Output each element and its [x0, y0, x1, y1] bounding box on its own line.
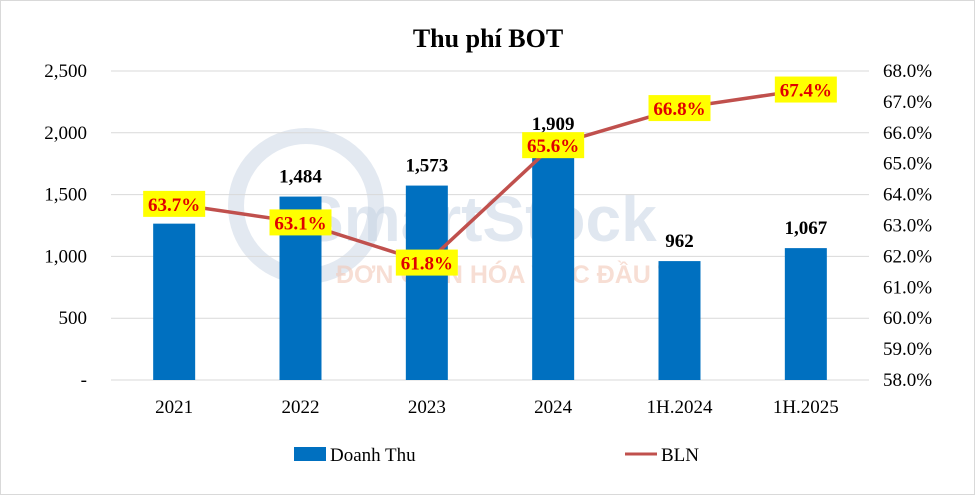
left-tick-label: -: [81, 370, 87, 391]
legend-label-doanh-thu: Doanh Thu: [330, 445, 416, 466]
right-tick-label: 62.0%: [883, 246, 932, 267]
x-tick-label: 1H.2024: [647, 397, 713, 418]
line-data-labels: 63.7% 63.1% 61.8% 65.6% 66.8% 67.4%: [143, 76, 837, 276]
line-label-highlight: [143, 190, 206, 217]
right-tick-label: 65.0%: [883, 154, 932, 175]
x-tick-label: 2021: [155, 397, 193, 418]
line-data-label: 66.8%: [653, 99, 705, 120]
bar: [658, 261, 701, 380]
x-tick-label: 2022: [282, 397, 320, 418]
bar: [532, 144, 575, 380]
right-tick-label: 67.0%: [883, 92, 932, 113]
left-tick-label: 2,500: [44, 61, 87, 82]
right-tick-label: 64.0%: [883, 185, 932, 206]
left-tick-label: 2,000: [44, 123, 87, 144]
line-data-label: 63.7%: [148, 195, 200, 216]
line-label-highlight: [648, 95, 711, 122]
bar-data-label: 962: [665, 231, 694, 252]
left-tick-label: 500: [59, 308, 88, 329]
line-label-highlight: [522, 132, 585, 159]
right-tick-label: 66.0%: [883, 123, 932, 144]
right-tick-label: 68.0%: [883, 61, 932, 82]
bar: [153, 223, 196, 380]
right-axis-ticks: 58.0% 59.0% 60.0% 61.0% 62.0% 63.0% 64.0% 65.0%…: [883, 61, 932, 391]
line-label-highlight: [269, 209, 332, 236]
right-tick-label: 59.0%: [883, 339, 932, 360]
line-label-highlight: [395, 249, 458, 276]
left-tick-label: 1,500: [44, 185, 87, 206]
right-tick-label: 61.0%: [883, 277, 932, 298]
line-label-highlight: [774, 76, 837, 103]
legend: Doanh Thu BLN: [294, 445, 699, 466]
bar: [405, 185, 448, 380]
x-axis-labels: 2021 2022 2023 2024 1H.2024 1H.2025: [155, 397, 839, 418]
bar-data-label: 1,573: [405, 156, 448, 177]
right-tick-label: 63.0%: [883, 216, 932, 237]
bar-data-label: 1,067: [784, 218, 827, 239]
bar-data-label: 1,484: [279, 167, 322, 188]
x-tick-label: 2023: [408, 397, 446, 418]
line-data-label: 61.8%: [401, 254, 453, 275]
chart-title: Thu phí BOT: [413, 24, 563, 53]
x-tick-label: 1H.2025: [773, 397, 839, 418]
line-data-label: 65.6%: [527, 136, 579, 157]
right-tick-label: 58.0%: [883, 370, 932, 391]
line-data-label: 63.1%: [274, 213, 326, 234]
left-tick-label: 1,000: [44, 246, 87, 267]
watermark-tagline: ĐƠN GIẢN HÓA VIỆC ĐẦU TƯ: [336, 259, 694, 289]
line-data-label: 67.4%: [780, 81, 832, 102]
gridlines: [111, 70, 869, 381]
right-tick-label: 60.0%: [883, 308, 932, 329]
legend-label-bln: BLN: [661, 445, 699, 466]
bar-data-label: 1,909: [532, 114, 575, 135]
left-axis-ticks: - 500 1,000 1,500 2,000 2,500: [44, 61, 87, 391]
watermark-brand: SmartStock: [301, 183, 657, 255]
bar: [784, 248, 827, 380]
legend-swatch-doanh-thu: [294, 447, 326, 461]
x-tick-label: 2024: [534, 397, 573, 418]
